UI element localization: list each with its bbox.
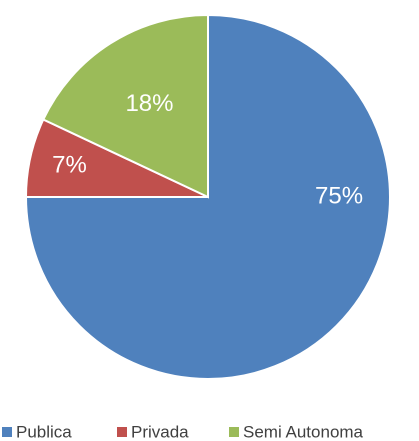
pie-slice — [24, 13, 391, 380]
legend-label: Privada — [131, 422, 189, 441]
legend-swatch — [229, 427, 239, 437]
legend-swatch — [2, 427, 12, 437]
legend-label: Publica — [16, 422, 72, 441]
legend-swatch — [117, 427, 127, 437]
pie-slice — [41, 13, 209, 199]
legend-label: Semi Autonoma — [243, 422, 364, 441]
data-label: 18% — [125, 90, 173, 117]
data-label: 75% — [315, 182, 363, 209]
data-label: 7% — [52, 151, 87, 178]
